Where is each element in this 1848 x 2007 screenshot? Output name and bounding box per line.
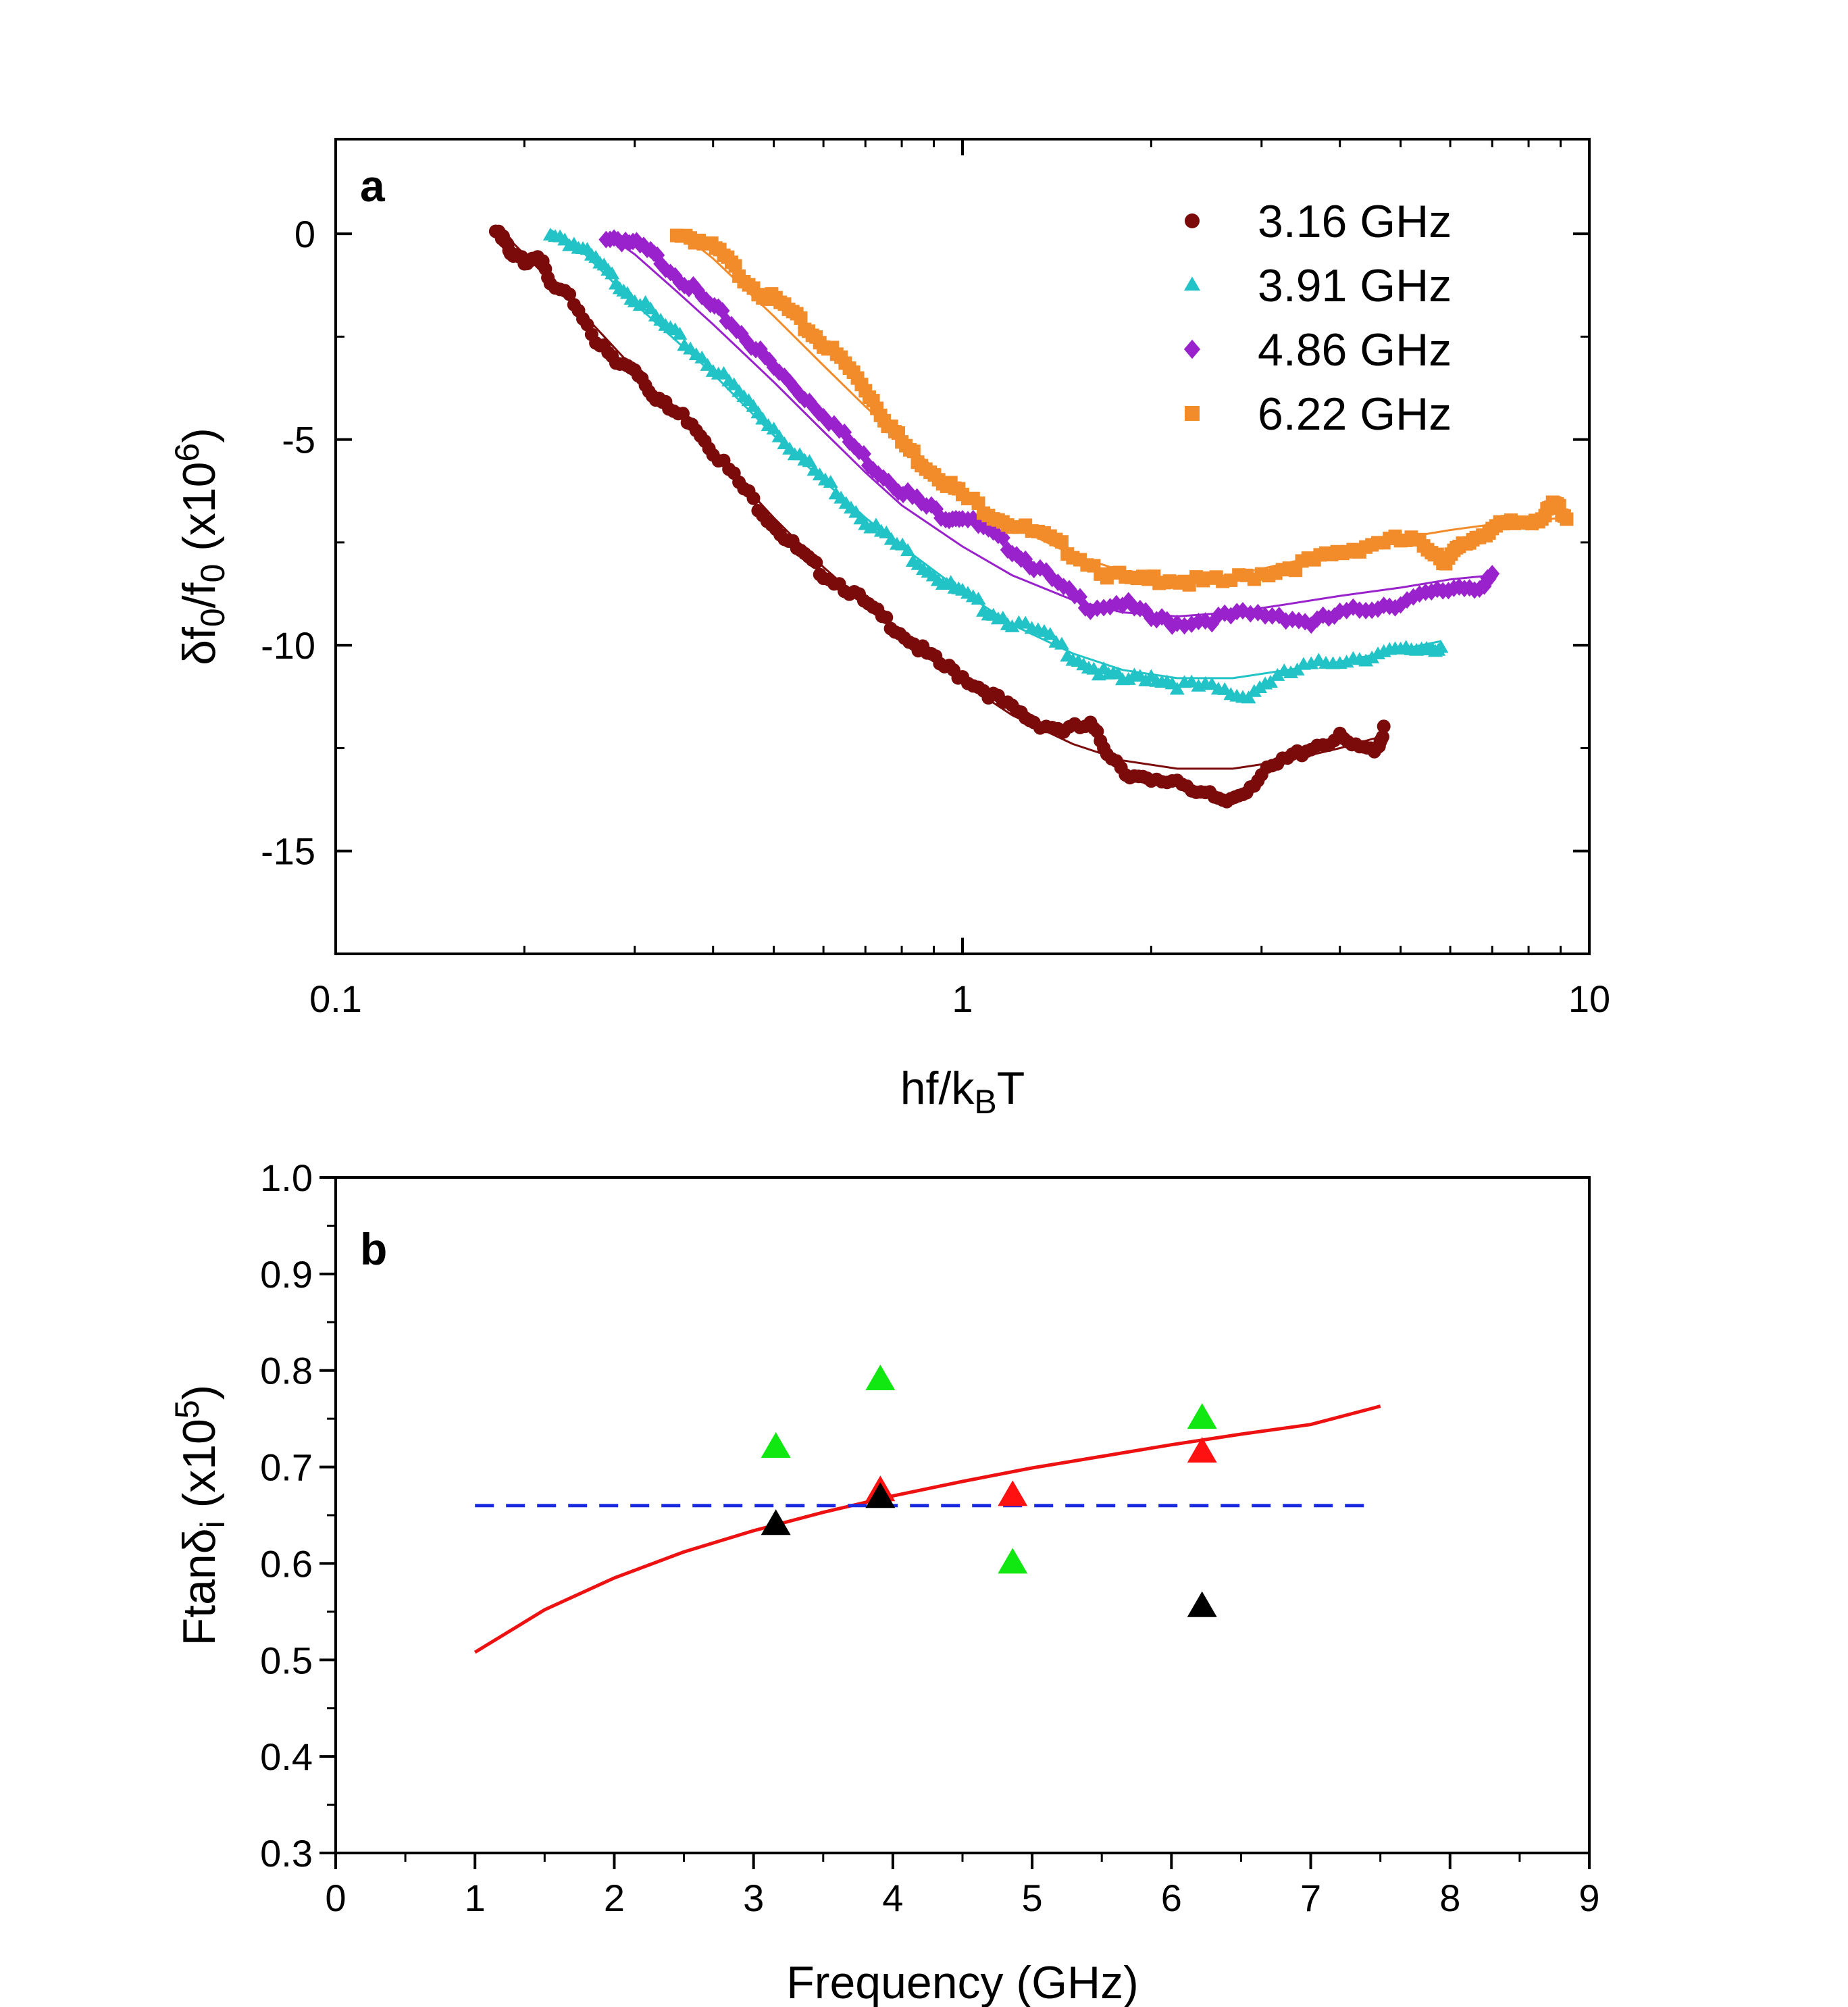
data-point-6-22-ghz — [728, 259, 742, 273]
panel-b-x-axis-title: Frequency (GHz) — [786, 1957, 1138, 2007]
panel-b-y-axis-title: Ftanδi (x105) — [168, 1385, 232, 1646]
x-tick-label: 6 — [1161, 1877, 1182, 1919]
data-point-black-triangle — [761, 1509, 791, 1535]
data-point-3-91-ghz — [971, 591, 986, 605]
panel-a: 0.1 1 10 0 -5 -10 -15 3.16 GHz 3.91 GHz 4.86 GHz… — [168, 138, 1610, 1121]
data-point-6-22-ghz — [1560, 512, 1574, 526]
panel-a-plot-area — [488, 224, 1574, 809]
fit-line-4-86-ghz — [605, 232, 1493, 618]
data-point-3-91-ghz — [672, 326, 688, 340]
legend-label-4-86-ghz: 4.86 GHz — [1258, 324, 1452, 376]
y-tick-label: 0.8 — [260, 1350, 313, 1392]
y-tick-label: 1.0 — [260, 1157, 313, 1199]
data-point-3-91-ghz — [1270, 667, 1285, 681]
y-tick-label: 0.5 — [260, 1639, 313, 1681]
legend-marker-3-16-ghz — [1185, 213, 1200, 228]
panel-a-legend: 3.16 GHz 3.91 GHz 4.86 GHz 6.22 GHz — [1183, 196, 1452, 440]
y-tick-label: 0.7 — [260, 1446, 313, 1489]
x-tick-label: 3 — [743, 1877, 764, 1919]
x-tick-label: 0.1 — [309, 977, 362, 1020]
data-point-3-16-ghz — [809, 555, 823, 569]
y-tick-label: 0.3 — [260, 1832, 313, 1875]
y-tick-label: -15 — [261, 830, 315, 873]
panel-a-ticks: 0.1 1 10 0 -5 -10 -15 — [261, 139, 1610, 1020]
y-tick-label: 0 — [294, 213, 315, 255]
data-point-3-16-ghz — [563, 287, 577, 301]
data-point-6-22-ghz — [906, 444, 921, 459]
data-point-3-91-ghz — [1169, 682, 1185, 695]
data-point-green-triangle — [998, 1548, 1028, 1574]
x-tick-label: 1 — [952, 977, 973, 1020]
x-tick-label: 0 — [325, 1877, 346, 1919]
data-point-3-91-ghz — [1262, 674, 1278, 688]
panel-a-letter: a — [360, 161, 386, 211]
data-point-3-16-ghz — [1375, 730, 1389, 744]
data-point-3-91-ghz — [1054, 636, 1069, 650]
panel-b-frame — [334, 1176, 1591, 1854]
data-point-3-91-ghz — [1433, 640, 1449, 653]
x-tick-label: 10 — [1568, 977, 1610, 1020]
y-tick-label: -10 — [261, 624, 315, 667]
data-point-6-22-ghz — [794, 311, 808, 325]
panel-b: 0 1 2 3 4 5 6 7 8 9 0.3 0.4 0.5 0.6 0.7 0.8 0.9 1.0 b Fre… — [168, 1157, 1600, 2007]
data-point-green-triangle — [1187, 1403, 1217, 1429]
data-point-3-91-ghz — [716, 365, 732, 379]
data-point-3-91-ghz — [1004, 619, 1020, 632]
data-point-green-triangle — [761, 1432, 791, 1458]
data-point-3-91-ghz — [605, 266, 620, 280]
panel-a-x-axis-title: hf/kBT — [900, 1063, 1025, 1121]
data-point-red-triangle — [1187, 1437, 1217, 1463]
data-point-3-91-ghz — [1304, 656, 1319, 669]
data-point-black-triangle — [865, 1482, 896, 1508]
y-tick-label: -5 — [282, 419, 315, 461]
data-point-3-91-ghz — [1241, 690, 1256, 704]
panel-b-plot-area — [473, 1365, 1381, 1654]
data-point-3-91-ghz — [766, 422, 781, 435]
legend-label-3-91-ghz: 3.91 GHz — [1258, 260, 1452, 311]
y-tick-label: 0.9 — [260, 1253, 313, 1296]
y-tick-label: 0.4 — [260, 1735, 313, 1778]
data-point-4-86-ghz — [1485, 565, 1500, 583]
data-point-3-91-ghz — [755, 411, 771, 425]
data-point-3-91-ghz — [1018, 615, 1033, 629]
legend-marker-3-91-ghz — [1183, 276, 1201, 291]
x-tick-label: 8 — [1439, 1877, 1460, 1919]
data-point-red-triangle — [998, 1480, 1028, 1506]
data-point-3-91-ghz — [1339, 655, 1354, 668]
data-point-3-16-ghz — [746, 491, 761, 505]
data-point-black-triangle — [1187, 1591, 1217, 1617]
x-tick-label: 4 — [882, 1877, 903, 1919]
data-point-green-triangle — [865, 1365, 896, 1390]
fit-curve — [473, 1404, 1381, 1654]
x-tick-label: 5 — [1022, 1877, 1043, 1919]
legend-label-6-22-ghz: 6.22 GHz — [1258, 388, 1452, 440]
panel-b-letter: b — [360, 1224, 387, 1274]
data-point-3-91-ghz — [694, 351, 710, 364]
data-point-3-91-ghz — [900, 543, 916, 557]
x-tick-label: 2 — [604, 1877, 625, 1919]
data-point-3-91-ghz — [823, 474, 838, 488]
data-point-3-91-ghz — [1042, 627, 1058, 640]
y-tick-label: 0.6 — [260, 1542, 313, 1585]
data-point-3-16-ghz — [1377, 719, 1391, 734]
x-tick-label: 9 — [1578, 1877, 1599, 1919]
panel-b-ticks: 0 1 2 3 4 5 6 7 8 9 0.3 0.4 0.5 0.6 0.7 0.8 0.9 1.0 — [260, 1157, 1599, 1919]
legend-label-3-16-ghz: 3.16 GHz — [1258, 196, 1452, 247]
data-point-3-91-ghz — [802, 454, 817, 467]
x-tick-label: 7 — [1300, 1877, 1321, 1919]
data-point-3-91-ghz — [771, 429, 787, 442]
legend-marker-4-86-ghz — [1183, 339, 1201, 359]
data-point-3-91-ghz — [1184, 674, 1200, 688]
legend-marker-6-22-ghz — [1185, 406, 1200, 421]
x-tick-label: 1 — [465, 1877, 486, 1919]
data-point-6-22-ghz — [1054, 535, 1069, 549]
panel-a-y-axis-title: δf0/f0 (x106) — [168, 428, 232, 665]
data-point-3-16-ghz — [879, 610, 894, 624]
